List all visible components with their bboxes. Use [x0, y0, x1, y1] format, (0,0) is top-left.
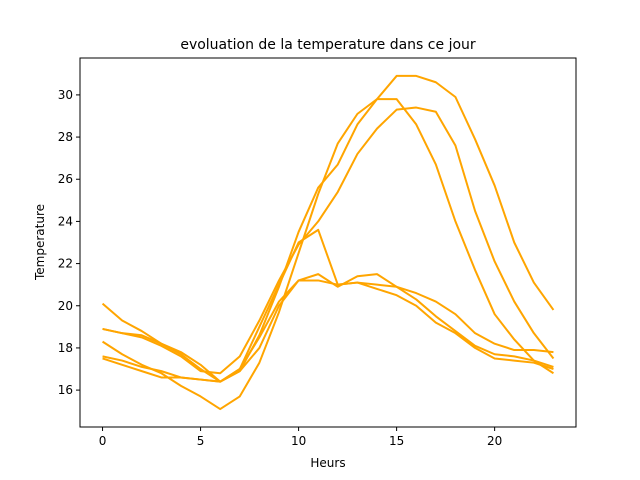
y-tick-label: 18 — [58, 341, 73, 355]
x-tick-label: 20 — [487, 434, 502, 448]
y-tick-label: 30 — [58, 88, 73, 102]
x-ticks: 0 5 10 15 20 — [99, 427, 502, 448]
series-line-6 — [102, 98, 554, 411]
y-tick-label: 24 — [58, 214, 73, 228]
y-tick-label: 22 — [58, 257, 73, 271]
series-line-5 — [102, 106, 555, 375]
y-tick-label: 28 — [58, 130, 73, 144]
x-axis-label: Heurs — [310, 456, 345, 470]
y-ticks: 16 18 20 22 24 26 28 30 — [58, 88, 80, 397]
y-tick-label: 26 — [58, 172, 73, 186]
series-line-4 — [101, 74, 555, 383]
x-tick-label: 0 — [99, 434, 107, 448]
series-line-3 — [102, 228, 554, 383]
y-tick-label: 16 — [58, 383, 73, 397]
x-tick-label: 5 — [197, 434, 205, 448]
x-tick-label: 15 — [389, 434, 404, 448]
series-line-2 — [102, 279, 554, 383]
series-line-1 — [102, 273, 554, 383]
chart-title: evoluation de la temperature dans ce jou… — [180, 37, 476, 53]
plot-frame — [79, 57, 577, 428]
y-axis-label: Temperature — [33, 204, 47, 281]
x-tick-label: 10 — [291, 434, 306, 448]
y-tick-label: 20 — [58, 299, 73, 313]
series-layer — [101, 74, 555, 411]
